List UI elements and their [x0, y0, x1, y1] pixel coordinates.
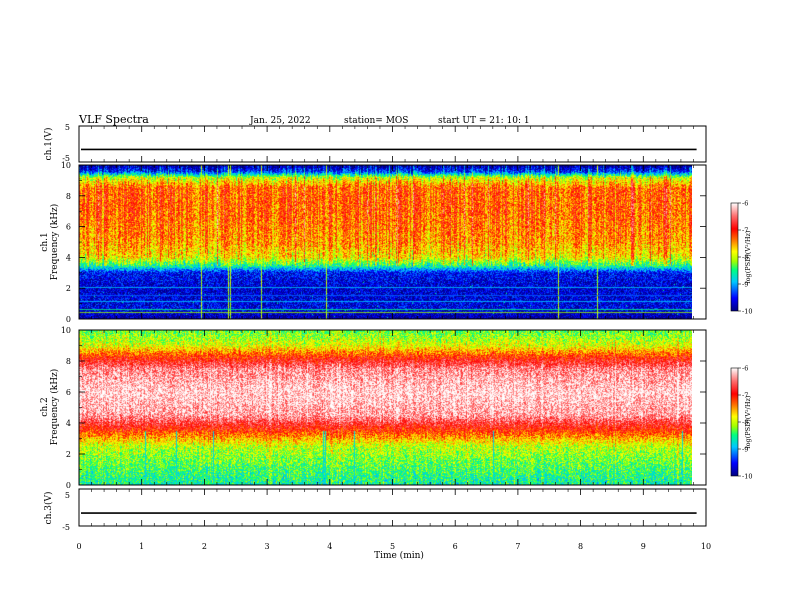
ch1-spectrogram-ylabel-line1: ch.1 — [40, 232, 50, 251]
ch3-voltage-ytick-5: 5 — [65, 491, 70, 500]
y-tick-label: 0 — [66, 315, 71, 324]
voltage-traces — [81, 148, 697, 514]
ch1-voltage-ytick-5: 5 — [65, 123, 70, 132]
time-axis-ticks: 0 1 2 3 4 5 6 7 8 9 10 — [76, 126, 711, 551]
y-tick-label: 10 — [61, 326, 71, 335]
colorbar-ticks: -6 -7 -8 -9 -10 -6 -7 -8 -9 -10 — [738, 200, 752, 481]
start-time-label: start UT = 21: 10: 1 — [438, 116, 530, 126]
x-tick-label: 6 — [453, 542, 458, 551]
y-tick-label: 4 — [66, 419, 71, 428]
ch3-voltage-ytick-neg5: -5 — [62, 523, 70, 532]
colorbar-tick-label: -7 — [742, 227, 748, 235]
x-tick-label: 10 — [701, 542, 711, 551]
x-tick-label: 4 — [327, 542, 332, 551]
ch1-spectrogram-image — [79, 165, 692, 319]
colorbar-tick-label: -9 — [742, 446, 748, 454]
colorbar-tick-label: -9 — [742, 281, 748, 289]
y-tick-label: 6 — [66, 223, 71, 232]
ch3-voltage-ylabel: ch.3(V) — [43, 492, 54, 525]
x-tick-label: 0 — [76, 542, 81, 551]
colorbar-tick-label: -7 — [742, 392, 748, 400]
y-tick-label: 2 — [66, 450, 71, 459]
ch2-spectrogram-ylabel-line1: ch.2 — [40, 397, 50, 416]
x-axis-label: Time (min) — [374, 550, 424, 561]
ch1-voltage-ytick-neg5: -5 — [62, 154, 70, 163]
y-tick-label: 6 — [66, 388, 71, 397]
y-tick-label: 4 — [66, 253, 71, 262]
y-tick-label: 2 — [66, 284, 71, 293]
ch2-spectrogram-ylabel-line2: Frequency (kHz) — [49, 369, 60, 446]
x-tick-label: 7 — [515, 542, 520, 551]
x-tick-label: 3 — [265, 542, 270, 551]
ch1-voltage-ylabel: ch.1(V) — [43, 128, 54, 161]
x-tick-label: 8 — [578, 542, 583, 551]
figure-title: VLF Spectra — [78, 113, 149, 126]
spectrogram-y-ticks: 0 2 4 6 8 10 0 2 4 6 8 10 — [61, 161, 706, 490]
colorbar-tick-label: -6 — [742, 365, 748, 373]
ch1-spectrogram-ylabel-line2: Frequency (kHz) — [49, 204, 60, 281]
ch2-colorbar-label: log(PSD)(V²/Hz) — [744, 395, 752, 448]
ch3-voltage-panel — [78, 488, 707, 527]
colorbar-tick-label: -6 — [742, 200, 748, 208]
x-tick-label: 9 — [641, 542, 646, 551]
colorbar-tick-label: -8 — [742, 254, 748, 262]
ch1-colorbar-label: log(PSD)(V²/Hz) — [744, 230, 752, 283]
x-tick-label: 5 — [390, 542, 395, 551]
date-label: Jan. 25, 2022 — [249, 116, 311, 126]
y-tick-label: 8 — [66, 192, 71, 201]
ch1-spectrogram-panel — [78, 164, 707, 320]
x-tick-label: 2 — [202, 542, 207, 551]
y-tick-label: 8 — [66, 357, 71, 366]
colorbar-tick-label: -10 — [742, 473, 752, 481]
y-tick-label: 10 — [61, 161, 71, 170]
ch2-spectrogram-image — [79, 330, 692, 485]
y-tick-label: 0 — [66, 481, 71, 490]
ch2-spectrogram-panel — [78, 329, 707, 486]
colorbar-tick-label: -10 — [742, 308, 752, 316]
x-tick-label: 1 — [139, 542, 144, 551]
colorbar-tick-label: -8 — [742, 419, 748, 427]
station-label: station= MOS — [344, 116, 408, 126]
